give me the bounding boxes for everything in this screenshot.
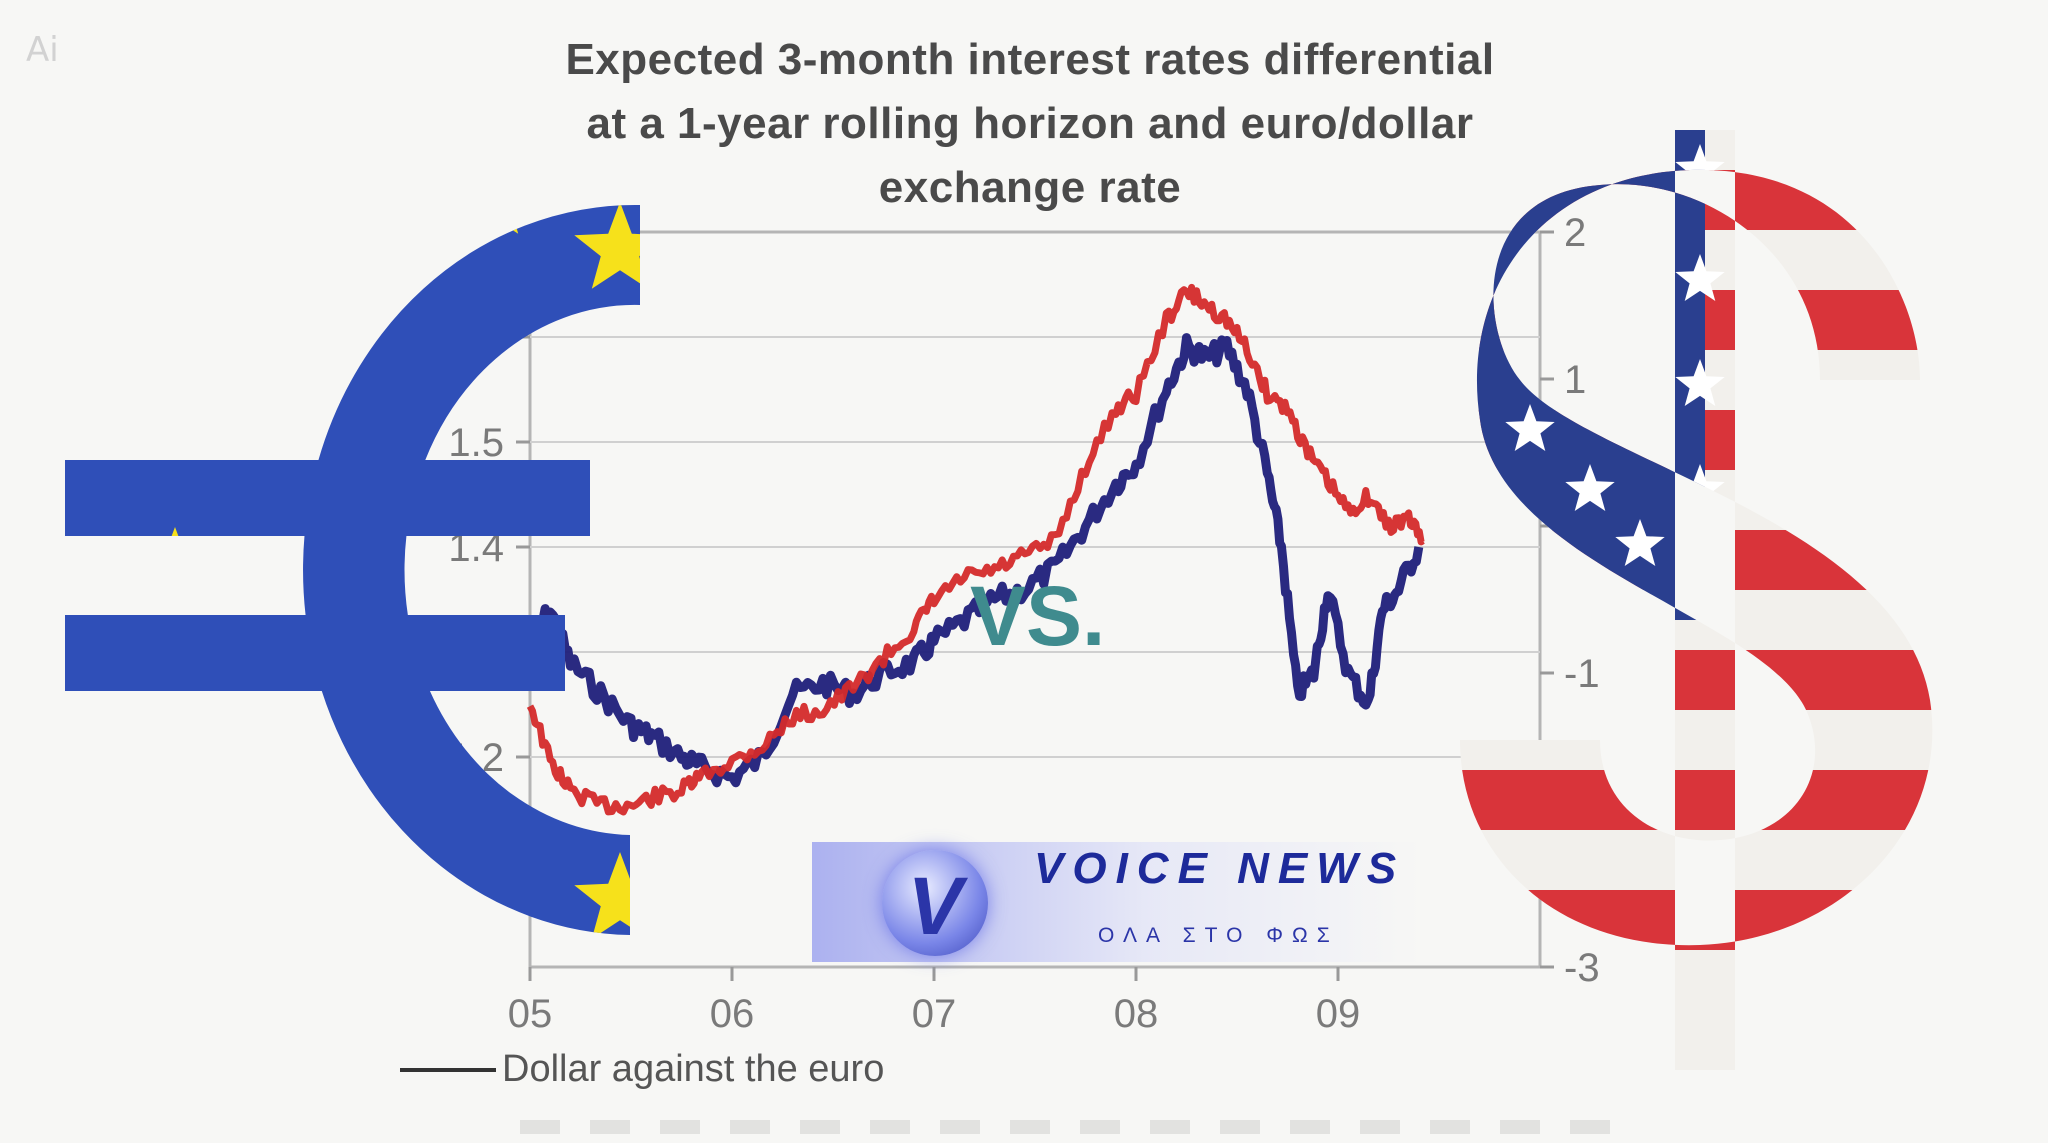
us-stripe bbox=[1460, 770, 1933, 830]
eu-star-icon bbox=[284, 852, 376, 935]
eu-star-icon bbox=[444, 907, 536, 935]
chart-title-line-2: at a 1-year rolling horizon and euro/dol… bbox=[586, 99, 1474, 148]
series-line-differential bbox=[526, 283, 1425, 816]
y-right-tick-label: 2 bbox=[1564, 211, 1586, 255]
legend-swatch-dollar bbox=[400, 1067, 496, 1072]
x-tick-label: 05 bbox=[508, 992, 553, 1036]
us-star-icon bbox=[1505, 404, 1555, 451]
us-star-icon bbox=[1615, 519, 1665, 566]
us-star-icon bbox=[1675, 464, 1725, 511]
y-right-tick-label: 1 bbox=[1564, 358, 1586, 402]
eu-star-icon bbox=[574, 852, 640, 935]
dollar-sign-us-flag-icon bbox=[1460, 130, 1933, 1070]
euro-sign-eu-flag-icon bbox=[65, 204, 640, 935]
brand-tagline: ΟΛΑ ΣΤΟ ΦΩΣ bbox=[1098, 924, 1339, 947]
us-star-icon bbox=[1565, 464, 1615, 511]
plot-frame bbox=[528, 230, 1542, 969]
us-star-icon bbox=[1615, 314, 1665, 361]
eu-star-icon bbox=[169, 337, 261, 424]
brand-logo-letter: V bbox=[907, 861, 963, 952]
series-line-dollar bbox=[526, 333, 1424, 788]
x-tick-label: 08 bbox=[1114, 992, 1159, 1036]
x-axis: 05 06 07 08 09 bbox=[508, 967, 1361, 1036]
watermark-ai: Ai bbox=[26, 30, 59, 70]
us-stripe bbox=[1460, 890, 1933, 950]
eu-star-icon bbox=[169, 722, 261, 809]
eu-star-icon bbox=[574, 204, 640, 289]
brand-name: VOICE NEWS bbox=[1034, 844, 1406, 893]
eu-star-icon bbox=[284, 204, 376, 284]
legend-label-dollar: Dollar against the euro bbox=[502, 1048, 885, 1090]
us-star-icon bbox=[1675, 144, 1725, 191]
chart-title-line-3: exchange rate bbox=[878, 163, 1182, 212]
us-star-icon bbox=[1615, 199, 1665, 246]
chart-legend: Dollar against the euro bbox=[400, 1048, 884, 1091]
y-left-tick-label: 1.5 bbox=[448, 421, 504, 465]
brand-logo-icon: V bbox=[882, 850, 988, 956]
blurred-footnote bbox=[520, 1120, 1620, 1134]
us-star-icon bbox=[1505, 304, 1555, 351]
us-star-icon bbox=[1675, 359, 1725, 406]
x-tick-label: 07 bbox=[912, 992, 957, 1036]
y-right-tick-label: -3 bbox=[1564, 946, 1600, 990]
chart-title-line-1: Expected 3-month interest rates differen… bbox=[565, 35, 1495, 84]
us-star-icon bbox=[1675, 254, 1725, 301]
eu-star-icon bbox=[129, 527, 221, 614]
x-tick-label: 06 bbox=[710, 992, 755, 1036]
us-star-icon bbox=[1565, 254, 1615, 301]
brand-banner: V VOICE NEWS ΟΛΑ ΣΤΟ ΦΩΣ bbox=[812, 842, 1422, 962]
vs-label: VS. bbox=[970, 569, 1106, 663]
chart-title: Expected 3-month interest rates differen… bbox=[440, 28, 1620, 220]
us-star-icon bbox=[1675, 564, 1725, 611]
y-right-tick-label: -1 bbox=[1564, 652, 1600, 696]
x-tick-label: 09 bbox=[1316, 992, 1361, 1036]
us-stripe bbox=[1460, 650, 1933, 710]
